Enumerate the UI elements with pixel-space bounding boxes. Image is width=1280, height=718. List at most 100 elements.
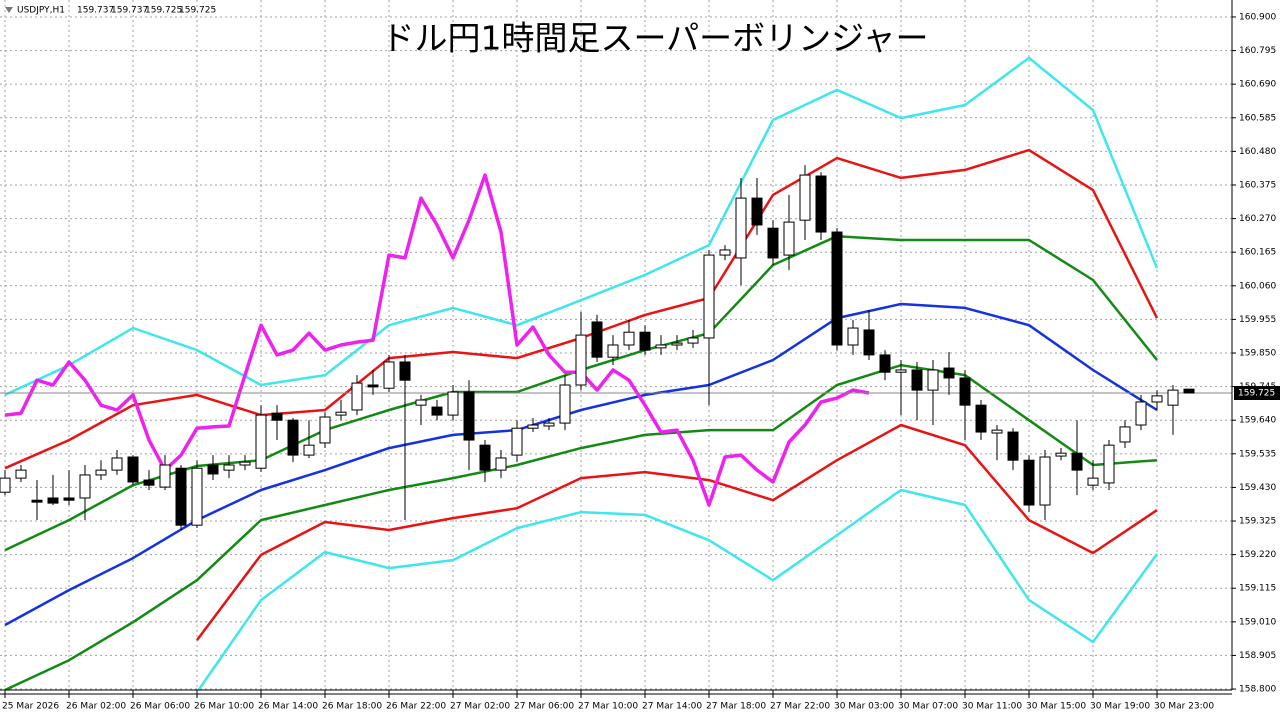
x-tick-label: 30 Mar 11:00 — [962, 702, 1022, 712]
candle-body — [575, 334, 587, 386]
candle-body — [1151, 395, 1163, 403]
y-tick-label: 160.375 — [1239, 180, 1276, 190]
x-tick-label: 26 Mar 22:00 — [386, 702, 446, 712]
candle-body — [639, 331, 651, 351]
candle-body — [1119, 426, 1131, 443]
y-tick-label: 160.795 — [1239, 46, 1276, 56]
candle-body — [623, 331, 635, 346]
chart-title: ドル円1時間足スーパーボリンジャー — [381, 19, 928, 58]
x-tick-label: 26 Mar 14:00 — [258, 702, 318, 712]
candle-body — [863, 329, 875, 356]
grid — [0, 0, 1232, 690]
candle-body — [15, 469, 27, 479]
candle-body — [1135, 401, 1147, 426]
y-tick-label: 159.640 — [1239, 416, 1276, 426]
x-tick-label: 30 Mar 23:00 — [1154, 702, 1214, 712]
candle-body — [511, 427, 523, 456]
x-tick-label: 27 Mar 22:00 — [770, 702, 830, 712]
band-line — [197, 488, 1159, 690]
x-tick-label: 27 Mar 18:00 — [706, 702, 766, 712]
candle-body — [143, 479, 155, 486]
candle-body — [0, 477, 11, 493]
candle-body — [959, 377, 971, 406]
candle-body — [527, 424, 539, 429]
lagging-line — [4, 173, 870, 507]
candle-body — [463, 391, 475, 441]
x-tick-label: 30 Mar 15:00 — [1026, 702, 1086, 712]
candle-body — [63, 497, 75, 501]
candle-body — [911, 369, 923, 391]
ohlc-low: 159.725 — [145, 6, 182, 16]
candle-body — [47, 497, 59, 504]
ohlc-close: 159.725 — [179, 6, 216, 16]
candle-body — [79, 474, 91, 499]
price-label: 159.725 — [1238, 389, 1275, 399]
y-tick-label: 160.690 — [1239, 80, 1276, 90]
candle-body — [847, 327, 859, 346]
candle-body — [335, 411, 347, 416]
candle-body — [351, 382, 363, 411]
candle-body — [111, 457, 123, 471]
candle-body — [799, 174, 811, 221]
y-tick-label: 160.165 — [1239, 248, 1276, 258]
candle-body — [671, 342, 683, 346]
candle-body — [1183, 388, 1195, 394]
candle-body — [31, 499, 43, 503]
candle-body — [991, 429, 1003, 434]
candle-body — [303, 444, 315, 456]
candle-body — [447, 391, 459, 416]
candle-body — [1007, 431, 1019, 461]
candle-body — [879, 354, 891, 373]
y-tick-label: 160.585 — [1239, 113, 1276, 123]
candle-body — [607, 344, 619, 358]
y-tick-label: 158.800 — [1239, 685, 1276, 695]
candle-body — [399, 361, 411, 381]
candle-body — [767, 227, 779, 259]
candle-body — [1103, 444, 1115, 484]
candle-body — [975, 404, 987, 433]
candle-body — [271, 412, 283, 421]
y-tick-label: 159.010 — [1239, 617, 1276, 627]
y-tick-label: 159.850 — [1239, 349, 1276, 359]
y-tick-label: 160.900 — [1239, 12, 1276, 22]
y-tick-label: 159.325 — [1239, 517, 1276, 527]
y-tick-label: 158.905 — [1239, 651, 1276, 661]
candle-body — [735, 197, 747, 259]
candle-body — [751, 197, 763, 226]
x-tick-label: 30 Mar 07:00 — [898, 702, 958, 712]
candle-body — [367, 384, 379, 388]
x-tick-label: 26 Mar 10:00 — [194, 702, 254, 712]
y-tick-label: 160.060 — [1239, 281, 1276, 291]
candle-body — [175, 467, 187, 526]
candle-body — [1071, 452, 1083, 471]
candle-body — [191, 467, 203, 526]
candle-body — [1087, 477, 1099, 486]
candle-body — [95, 469, 107, 476]
band-line — [4, 56, 1159, 397]
candle-body — [1023, 459, 1035, 506]
candle-body — [159, 464, 171, 488]
candle-body — [943, 367, 955, 379]
candle-body — [927, 369, 939, 391]
symbol-icon — [5, 7, 13, 13]
candle-body — [495, 457, 507, 471]
y-tick-label: 160.270 — [1239, 214, 1276, 224]
candle-body — [415, 399, 427, 406]
candle-body — [1055, 452, 1067, 457]
y-tick-label: 160.480 — [1239, 147, 1276, 157]
x-tick-label: 26 Mar 06:00 — [130, 702, 190, 712]
ohlc-open: 159.737 — [77, 6, 114, 16]
candle-body — [223, 464, 235, 471]
x-tick-label: 26 Mar 02:00 — [66, 702, 126, 712]
x-tick-label: 27 Mar 06:00 — [514, 702, 574, 712]
x-tick-label: 30 Mar 03:00 — [834, 702, 894, 712]
candle-body — [895, 369, 907, 373]
candle-body — [783, 221, 795, 256]
candle-body — [591, 321, 603, 358]
candle-body — [287, 419, 299, 456]
y-tick-label: 159.220 — [1239, 550, 1276, 560]
candle-body — [239, 461, 251, 466]
candle-body — [719, 249, 731, 256]
candle-body — [543, 422, 555, 427]
